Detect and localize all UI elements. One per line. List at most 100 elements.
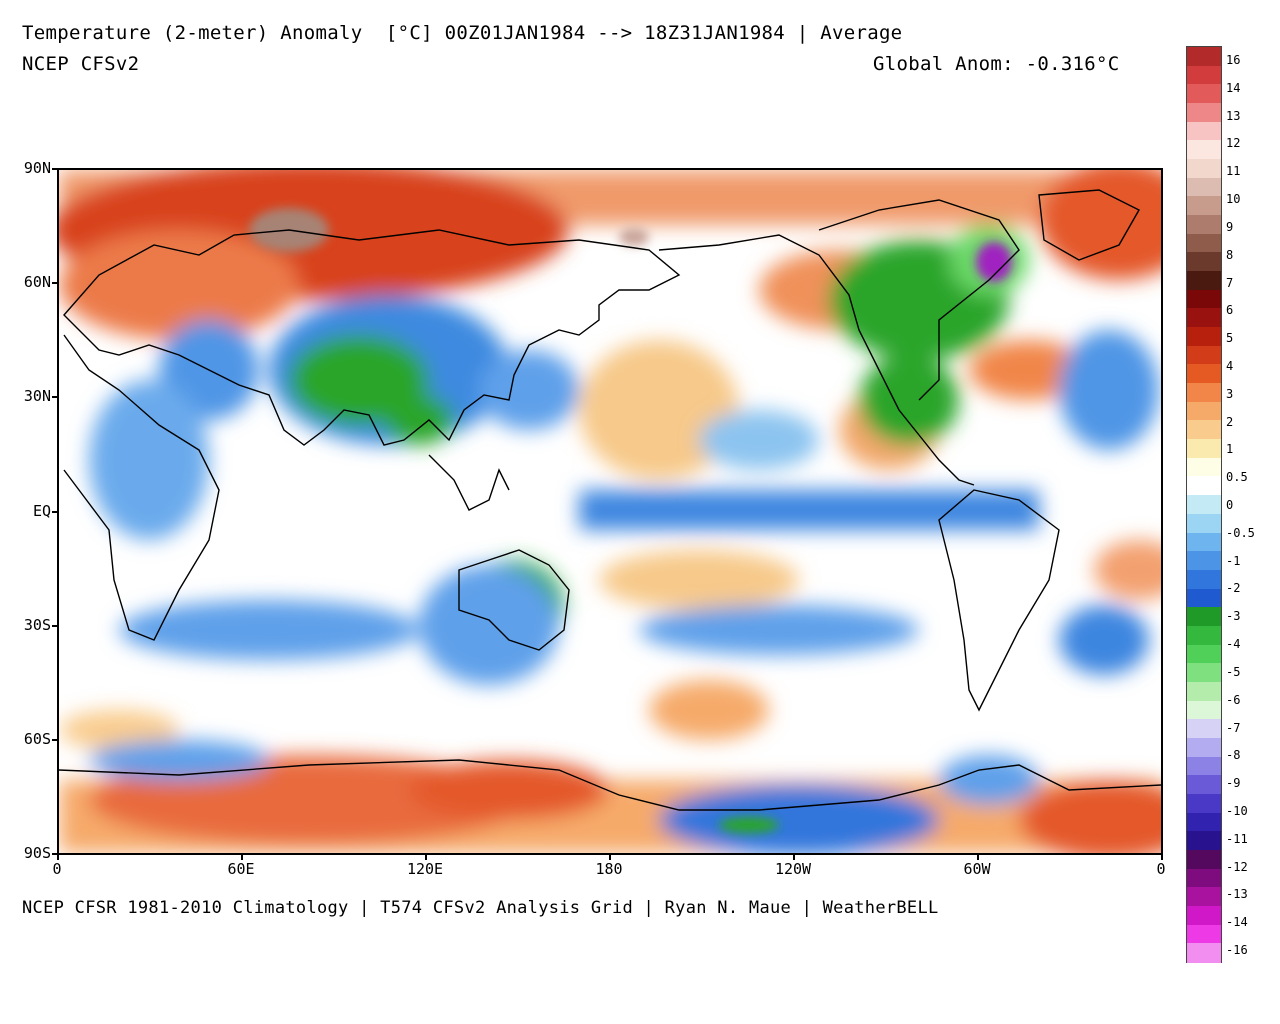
- colorbar-label: -8: [1226, 748, 1241, 763]
- lon-tick: [241, 855, 243, 860]
- lat-label: 60N: [23, 273, 51, 292]
- colorbar-label: -2: [1226, 581, 1241, 596]
- colorbar-swatch: [1187, 476, 1221, 496]
- lon-tick: [425, 855, 427, 860]
- colorbar-label: 11: [1226, 164, 1241, 179]
- lat-tick: [52, 168, 57, 170]
- colorbar-swatch: [1187, 308, 1221, 328]
- colorbar-label: 16: [1226, 53, 1241, 67]
- colorbar-label: -9: [1226, 776, 1241, 791]
- colorbar-label: 10: [1226, 192, 1241, 207]
- lat-tick: [52, 396, 57, 399]
- colorbar-label: -1: [1226, 553, 1241, 568]
- colorbar-label: 2: [1226, 414, 1234, 429]
- colorbar-swatch: [1187, 177, 1221, 197]
- colorbar-swatch: [1187, 233, 1221, 253]
- colorbar-swatch: [1187, 551, 1221, 571]
- colorbar-swatch: [1187, 849, 1221, 870]
- colorbar-label: -11: [1226, 831, 1248, 846]
- colorbar-label: 3: [1226, 386, 1234, 401]
- colorbar-swatch: [1187, 327, 1221, 347]
- lat-tick: [52, 624, 57, 627]
- footer-credit: NCEP CFSR 1981-2010 Climatology | T574 C…: [22, 898, 939, 918]
- colorbar-swatch: [1187, 140, 1221, 160]
- colorbar-swatch: [1187, 588, 1221, 608]
- lat-label: 30N: [23, 387, 51, 406]
- colorbar-swatch: [1187, 607, 1221, 627]
- coastlines: [59, 189, 1161, 811]
- anomaly-map-canvas: [59, 170, 1161, 853]
- colorbar-swatch: [1187, 737, 1221, 758]
- lon-tick: [57, 855, 59, 860]
- lon-tick: [1161, 855, 1163, 860]
- colorbar-swatch: [1187, 196, 1221, 216]
- colorbar-label: 7: [1226, 275, 1234, 290]
- lat-label: EQ: [32, 501, 51, 520]
- lat-label: 90S: [23, 844, 51, 862]
- colorbar-swatch: [1187, 887, 1221, 907]
- colorbar-swatch: [1187, 345, 1221, 366]
- colorbar-swatch: [1187, 401, 1221, 422]
- colorbar-swatch: [1187, 756, 1221, 776]
- anomaly-fields: [59, 170, 1161, 853]
- colorbar-swatch: [1187, 121, 1221, 141]
- colorbar-swatch: [1187, 532, 1221, 552]
- lon-tick: [793, 855, 795, 860]
- global-anomaly-value: Global Anom: -0.316°C: [873, 53, 1120, 75]
- lat-label: 90N: [23, 159, 51, 177]
- colorbar-swatch: [1187, 700, 1221, 720]
- lon-label: 60E: [227, 860, 255, 878]
- colorbar-label: 6: [1226, 303, 1234, 318]
- lat-label: 60S: [23, 729, 51, 748]
- colorbar-swatch: [1187, 457, 1221, 478]
- colorbar-swatch: [1187, 924, 1221, 944]
- colorbar-label: -0.5: [1226, 525, 1255, 540]
- colorbar-swatch: [1187, 215, 1221, 235]
- colorbar-label: 0.5: [1226, 470, 1248, 485]
- colorbar-label: -5: [1226, 664, 1241, 679]
- colorbar-swatch: [1187, 159, 1221, 179]
- lon-label: 0: [52, 860, 62, 878]
- colorbar-swatch: [1187, 383, 1221, 403]
- colorbar-label: -12: [1226, 859, 1248, 874]
- chart-title: Temperature (2-meter) Anomaly [°C] 00Z01…: [22, 22, 903, 44]
- colorbar-swatch: [1187, 513, 1221, 534]
- colorbar-label: -14: [1226, 915, 1248, 930]
- colorbar-swatch: [1187, 289, 1221, 310]
- colorbar-label: -6: [1226, 692, 1241, 707]
- colorbar-swatch: [1187, 103, 1221, 123]
- colorbar-swatch: [1187, 420, 1221, 440]
- colorbar-label: -10: [1226, 803, 1248, 818]
- lon-tick: [977, 855, 979, 860]
- colorbar-swatch: [1187, 644, 1221, 664]
- colorbar-label: -16: [1226, 943, 1248, 957]
- colorbar-swatch: [1187, 252, 1221, 272]
- colorbar-swatch: [1187, 719, 1221, 739]
- lon-label: 120W: [774, 860, 812, 878]
- colorbar-swatch: [1187, 905, 1221, 926]
- colorbar-swatch: [1187, 364, 1221, 384]
- colorbar-label: -13: [1226, 887, 1248, 902]
- colorbar-swatch: [1187, 681, 1221, 702]
- lat-label: 30S: [23, 615, 51, 634]
- colorbar-swatch: [1187, 793, 1221, 814]
- colorbar-label: -4: [1226, 637, 1241, 652]
- colorbar-swatch: [1187, 812, 1221, 832]
- colorbar-label: 14: [1226, 80, 1241, 95]
- colorbar-swatch: [1187, 47, 1221, 67]
- anomaly-extremes: [249, 208, 1012, 833]
- colorbar-swatch: [1187, 831, 1221, 851]
- colorbar-label: 0: [1226, 498, 1234, 512]
- colorbar-swatch: [1187, 495, 1221, 515]
- colorbar-label: -7: [1226, 720, 1241, 735]
- colorbar-label: 4: [1226, 358, 1234, 373]
- lat-tick: [52, 738, 57, 741]
- colorbar-label: 1: [1226, 442, 1234, 457]
- colorbar-label: -3: [1226, 609, 1241, 624]
- colorbar-label: 8: [1226, 247, 1234, 262]
- colorbar-swatch: [1187, 84, 1221, 104]
- colorbar-swatch: [1187, 65, 1221, 85]
- colorbar-swatch: [1187, 663, 1221, 683]
- colorbar-swatch: [1187, 775, 1221, 795]
- lon-label: 180: [595, 860, 623, 878]
